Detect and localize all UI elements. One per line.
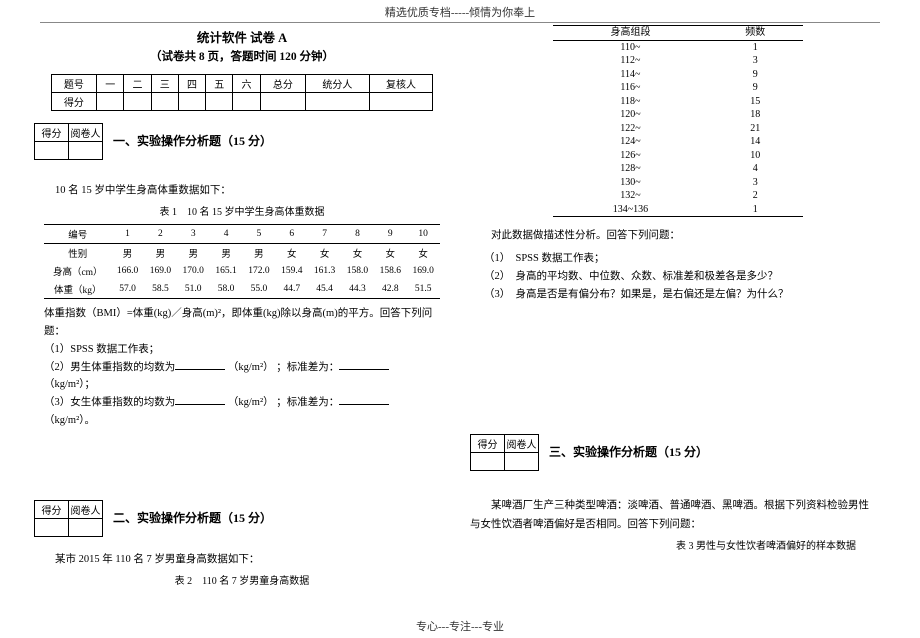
section-1: 得分阅卷人 一、实验操作分析题（15 分） 10 名 15 岁中学生身高体重数据… [34, 123, 450, 430]
table-row: 122~21 [553, 122, 803, 136]
grading-box: 得分阅卷人 [34, 123, 103, 160]
table-row: 体重（kg）57.058.551.058.055.044.745.444.342… [44, 280, 439, 299]
table-1-caption: 表 1 10 名 15 岁中学生身高体重数据 [34, 203, 450, 218]
cell: 三 [151, 75, 178, 93]
section-1-notes: 体重指数（BMI）=体重(kg)／身高(m)²，即体重(kg)除以身高(m)的平… [44, 305, 440, 430]
table-row: 112~3 [553, 54, 803, 68]
table-1: 编号12345678910 性别男男男男男女女女女女 身高（cm）166.016… [44, 224, 439, 299]
cell: 得分 [35, 500, 69, 518]
section-2-intro: 某市 2015 年 110 名 7 岁男童身高数据如下： [34, 551, 450, 566]
table-row: 124~14 [553, 135, 803, 149]
bmi-note: 体重指数（BMI）=体重(kg)／身高(m)²，即体重(kg)除以身高(m)的平… [44, 305, 440, 341]
table-row: 132~2 [553, 189, 803, 203]
section-2-title: 二、实验操作分析题（15 分） [113, 511, 272, 525]
table-row: 110~1 [553, 40, 803, 54]
table-row: 134~1361 [553, 203, 803, 217]
rq2: （2） 身高的平均数、中位数、众数、标准差和极差各是多少？ [484, 268, 886, 286]
grading-box: 得分阅卷人 [34, 500, 103, 537]
table-row: 126~10 [553, 149, 803, 163]
cell: 二 [124, 75, 151, 93]
section-3-intro: 某啤酒厂生产三种类型啤酒：淡啤酒、普通啤酒、黑啤酒。根据下列资料检验男性 [470, 497, 886, 512]
cell: 得分 [471, 434, 505, 452]
left-column: 统计软件 试卷 A （试卷共 8 页，答题时间 120 分钟） 题号 一 二 三… [34, 25, 450, 593]
right-column: 身高组段 频数 110~1 112~3 114~9 116~9 118~15 1… [470, 25, 886, 593]
table-3-caption: 表 3 男性与女性饮者啤酒偏好的样本数据 [470, 537, 856, 552]
cell: 阅卷人 [505, 434, 539, 452]
table-row: 128~4 [553, 162, 803, 176]
cell: 阅卷人 [69, 500, 103, 518]
freq-header: 身高组段 频数 [553, 26, 803, 41]
table-row: 编号12345678910 [44, 225, 439, 244]
table-row: 130~3 [553, 176, 803, 190]
score-value-row: 得分 [51, 93, 433, 111]
q3: （3）女生体重指数的均数为 （kg/m²） ；标准差为： （kg/m²）。 [44, 394, 440, 430]
right-questions: （1） SPSS 数据工作表； （2） 身高的平均数、中位数、众数、标准差和极差… [484, 250, 886, 304]
cell: 一 [97, 75, 124, 93]
exam-title: 统计软件 试卷 A [34, 27, 450, 46]
score-header-row: 题号 一 二 三 四 五 六 总分 统分人 复核人 [51, 75, 433, 93]
rq3: （3） 身高是否是有偏分布？如果是，是右偏还是左偏？为什么？ [484, 286, 886, 304]
cell: 六 [233, 75, 260, 93]
cell: 统分人 [306, 75, 370, 93]
page-footer: 专心---专注---专业 [0, 618, 920, 634]
section-2: 得分阅卷人 二、实验操作分析题（15 分） 某市 2015 年 110 名 7 … [34, 500, 450, 587]
cell: 频数 [708, 26, 803, 41]
page-header: 精选优质专档-----倾情为你奉上 [0, 0, 920, 20]
section-1-title: 一、实验操作分析题（15 分） [113, 134, 272, 148]
section-3-title: 三、实验操作分析题（15 分） [549, 445, 708, 459]
cell: 五 [206, 75, 233, 93]
section-1-intro: 10 名 15 岁中学生身高体重数据如下： [34, 182, 450, 197]
frequency-table: 身高组段 频数 110~1 112~3 114~9 116~9 118~15 1… [553, 25, 803, 217]
score-table: 题号 一 二 三 四 五 六 总分 统分人 复核人 得分 [51, 74, 434, 111]
grading-box: 得分阅卷人 [470, 434, 539, 471]
table-row: 114~9 [553, 68, 803, 82]
rq1: （1） SPSS 数据工作表； [484, 250, 886, 268]
q1: （1）SPSS 数据工作表； [44, 341, 440, 359]
q2: （2）男生体重指数的均数为 （kg/m²） ；标准差为： （kg/m²）； [44, 359, 440, 395]
two-column-layout: 统计软件 试卷 A （试卷共 8 页，答题时间 120 分钟） 题号 一 二 三… [0, 23, 920, 593]
cell: 题号 [51, 75, 96, 93]
table-row: 116~9 [553, 81, 803, 95]
section-3-intro2: 与女性饮酒者啤酒偏好是否相同。回答下列问题： [470, 516, 886, 531]
table-row: 身高（cm）166.0169.0170.0165.1172.0159.4161.… [44, 262, 439, 280]
cell: 复核人 [369, 75, 433, 93]
cell: 得分 [51, 93, 96, 111]
table-row: 118~15 [553, 95, 803, 109]
exam-subtitle: （试卷共 8 页，答题时间 120 分钟） [34, 48, 450, 64]
table-row: 性别男男男男男女女女女女 [44, 244, 439, 263]
section-3: 得分阅卷人 三、实验操作分析题（15 分） 某啤酒厂生产三种类型啤酒：淡啤酒、普… [470, 434, 886, 552]
cell: 四 [178, 75, 205, 93]
cell: 得分 [35, 124, 69, 142]
cell: 阅卷人 [69, 124, 103, 142]
table-2-caption: 表 2 110 名 7 岁男童身高数据 [34, 572, 450, 587]
right-intro: 对此数据做描述性分析。回答下列问题： [470, 227, 886, 242]
cell: 总分 [260, 75, 305, 93]
table-row: 120~18 [553, 108, 803, 122]
cell: 身高组段 [553, 26, 708, 41]
